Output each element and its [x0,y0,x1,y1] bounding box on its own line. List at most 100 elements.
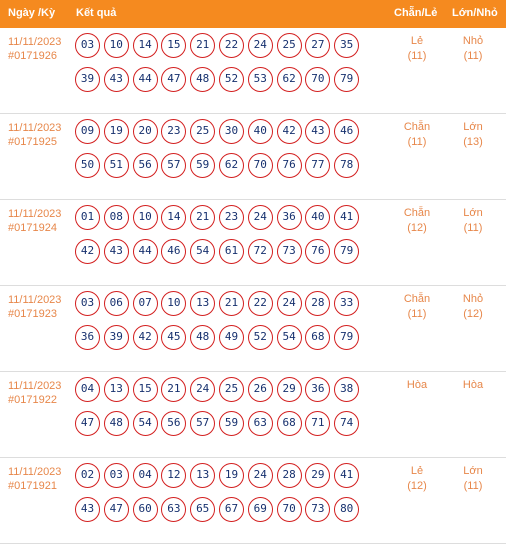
row-divider [0,457,506,458]
number-ball: 59 [219,411,244,436]
number-ball: 28 [276,463,302,488]
number-ball: 21 [190,205,216,230]
number-ball: 63 [161,497,187,522]
number-ball: 25 [190,119,216,144]
number-ball: 70 [276,497,302,522]
number-ball: 77 [305,153,331,178]
number-ball: 47 [161,67,187,92]
even-odd-count: (11) [407,308,427,320]
number-ball: 15 [132,377,158,402]
draw-row: 11/11/2023 #0171923 03 06 07 10 13 21 22 24 28 33 36… [0,286,506,372]
number-ball: 76 [305,239,331,264]
results-table-header: Ngày /Kỳ Kết quả Chẵn/Lẻ Lớn/Nhỏ [0,0,506,28]
big-small-count: (11) [463,50,483,62]
number-ball: 21 [190,33,216,58]
number-ball: 06 [103,291,129,316]
even-odd-result: Chẵn [403,207,431,219]
number-ball: 24 [247,205,273,230]
number-ball: 62 [219,153,244,178]
draw-id: #0171925 [8,136,57,148]
number-ball: 42 [132,325,158,350]
number-ball: 62 [276,67,302,92]
number-ball: 47 [103,497,129,522]
draw-id: #0171923 [8,308,57,320]
even-odd-count: (12) [407,480,427,492]
number-ball: 22 [219,33,244,58]
number-ball: 79 [334,239,360,264]
number-ball: 73 [305,497,331,522]
number-ball: 29 [305,463,331,488]
number-ball: 78 [334,153,360,178]
number-ball: 68 [276,411,302,436]
draw-id: #0171926 [8,50,57,62]
number-ball: 09 [75,119,100,144]
number-ball: 03 [75,291,100,316]
number-ball: 56 [132,153,158,178]
number-ball: 39 [103,325,129,350]
number-ball: 13 [190,291,216,316]
number-ball: 43 [103,67,129,92]
number-ball: 79 [334,67,360,92]
number-ball: 41 [334,463,360,488]
number-ball: 08 [103,205,129,230]
number-ball: 10 [161,291,187,316]
row-divider [0,113,506,114]
number-ball: 72 [247,239,273,264]
number-ball: 42 [276,119,302,144]
number-ball: 40 [247,119,273,144]
number-ball: 10 [132,205,158,230]
number-ball: 48 [190,67,216,92]
number-ball: 56 [161,411,187,436]
number-ball: 03 [103,463,129,488]
big-small-result: Nhỏ [462,35,484,47]
even-odd-count: (11) [407,136,427,148]
even-odd-count: (11) [407,50,427,62]
draw-row: 11/11/2023 #0171922 04 13 15 21 24 25 26 29 36 38 47… [0,372,506,458]
number-ball: 24 [276,291,302,316]
even-odd-result: Lẻ [410,465,424,477]
number-ball: 61 [219,239,244,264]
number-ball: 21 [219,291,244,316]
big-small-result: Lớn [463,207,483,219]
header-date-draw: Ngày /Kỳ [8,7,56,19]
number-ball: 26 [247,377,273,402]
number-ball: 70 [305,67,331,92]
number-ball: 24 [247,463,273,488]
number-ball: 03 [75,33,100,58]
number-ball: 43 [75,497,100,522]
number-ball: 54 [132,411,158,436]
row-divider [0,371,506,372]
number-ball: 01 [75,205,100,230]
number-ball: 25 [219,377,244,402]
big-small-result: Hòa [462,379,484,391]
number-ball: 35 [334,33,360,58]
even-odd-result: Chẵn [403,121,431,133]
number-ball: 48 [190,325,216,350]
draw-row: 11/11/2023 #0171926 03 10 14 15 21 22 24 25 27 35 39… [0,28,506,114]
number-ball: 53 [247,67,273,92]
number-ball: 24 [247,33,273,58]
number-ball: 65 [190,497,216,522]
draw-date: 11/11/2023 [8,122,62,134]
number-ball: 43 [103,239,129,264]
number-ball: 04 [132,463,158,488]
number-ball: 51 [103,153,129,178]
number-ball: 57 [190,411,216,436]
number-ball: 74 [334,411,360,436]
number-ball: 44 [132,67,158,92]
draw-row: 11/11/2023 #0171921 02 03 04 12 13 19 24 28 29 41 43… [0,458,506,544]
draw-id: #0171922 [8,394,57,406]
number-ball: 04 [75,377,100,402]
number-ball: 67 [219,497,244,522]
big-small-count: (12) [463,308,483,320]
draw-date: 11/11/2023 [8,36,62,48]
draw-row: 11/11/2023 #0171924 01 08 10 14 21 23 24 36 40 41 42… [0,200,506,286]
number-ball: 36 [75,325,100,350]
number-ball: 22 [247,291,273,316]
even-odd-count: (12) [407,222,427,234]
big-small-count: (11) [463,222,483,234]
big-small-result: Nhỏ [462,293,484,305]
number-ball: 47 [75,411,100,436]
number-ball: 38 [334,377,360,402]
number-ball: 19 [219,463,244,488]
